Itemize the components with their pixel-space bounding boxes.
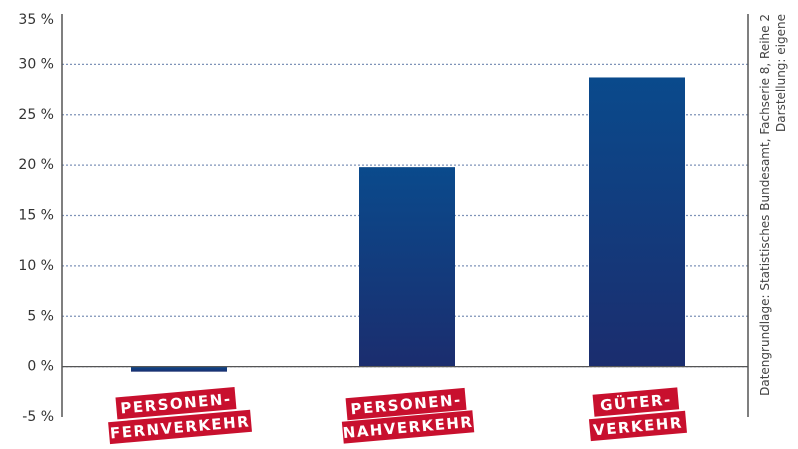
category-label-bg	[108, 409, 252, 445]
y-tick-label: 10 %	[18, 258, 54, 274]
y-tick-label: 25 %	[18, 107, 54, 123]
y-tick-label: -5 %	[22, 409, 54, 425]
category-label-bg	[341, 410, 475, 444]
bar	[589, 77, 685, 367]
y-tick-label: 5 %	[27, 308, 54, 324]
y-tick-label: 35 %	[18, 12, 54, 28]
source-note: Datengrundlage: Statistisches Bundesamt,…	[758, 14, 788, 396]
category-label-text: GÜTER-	[599, 389, 672, 414]
y-tick-label: 0 %	[27, 359, 54, 375]
category-label-bg	[115, 387, 237, 420]
y-axis-ticks: -5 % 0 % 5 % 10 % 15 % 20 % 25 % 30 % 35 %	[18, 12, 54, 425]
y-tick-label: 15 %	[18, 208, 54, 224]
category-labels: PERSONEN-FERNVERKEHR PERSONEN-NAHVERKEHR G…	[108, 387, 687, 445]
source-line: Darstellung: eigene	[774, 14, 788, 132]
category-label-bg	[588, 410, 687, 442]
category-label-bg	[592, 387, 680, 417]
bars	[131, 77, 685, 372]
axis-frame	[61, 14, 749, 417]
category-label-bg	[345, 387, 467, 421]
bar	[131, 366, 227, 372]
category-label: PERSONEN-FERNVERKEHR	[108, 387, 252, 445]
source-line: Datengrundlage: Statistisches Bundesamt,…	[758, 14, 772, 396]
category-label: GÜTER-VERKEHR	[588, 387, 687, 442]
category-label: PERSONEN-NAHVERKEHR	[341, 387, 475, 444]
bar	[359, 167, 455, 367]
y-tick-label: 30 %	[18, 56, 54, 72]
category-label-text: VERKEHR	[592, 414, 683, 440]
y-tick-label: 20 %	[18, 157, 54, 173]
